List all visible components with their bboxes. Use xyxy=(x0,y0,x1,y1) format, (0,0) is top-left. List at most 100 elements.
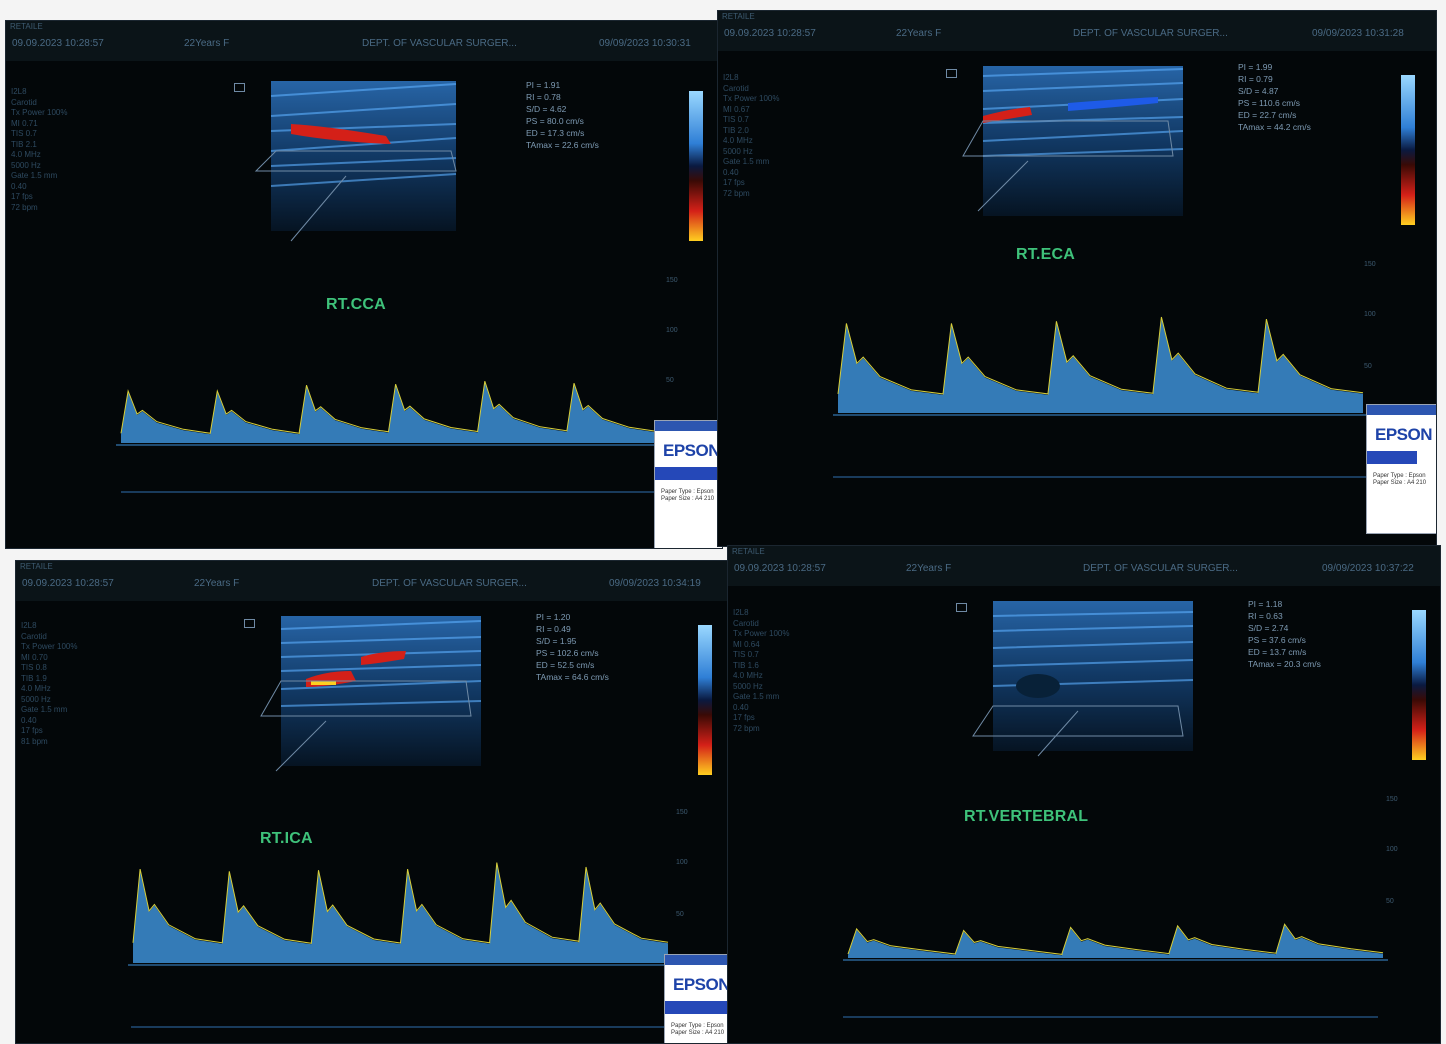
department: DEPT. OF VASCULAR SURGER... xyxy=(362,38,517,49)
time-axis xyxy=(843,1016,1378,1018)
spectral-waveform xyxy=(116,381,661,446)
param-line: 81 bpm xyxy=(21,736,48,746)
param-line: TIS 0.7 xyxy=(11,129,37,138)
measure-pi: PI = 1.20 xyxy=(536,612,571,622)
label-strip xyxy=(655,421,722,431)
epson-paper-label: EPSON Paper Type : Epson Paper Size : A4… xyxy=(1366,404,1436,534)
param-line: 4.0 MHz xyxy=(733,671,763,680)
acquisition-params: I2L8 Carotid Tx Power 100% MI 0.64 TIS 0… xyxy=(733,608,789,734)
measurements: PI = 1.20 RI = 0.49 S/D = 1.95 PS = 102.… xyxy=(536,611,609,683)
measure-pi: PI = 1.91 xyxy=(526,80,561,90)
param-line: Gate 1.5 mm xyxy=(733,692,780,701)
param-line: Gate 1.5 mm xyxy=(21,705,68,714)
color-doppler-image xyxy=(260,616,482,772)
exam-date: 09.09.2023 10:28:57 xyxy=(724,28,816,39)
paper-type: Paper Type : Epson xyxy=(671,1023,724,1029)
patient-age: 22Years F xyxy=(896,28,942,39)
param-line: TIB 2.0 xyxy=(723,125,749,135)
measure-ed: ED = 52.5 cm/s xyxy=(536,660,595,670)
color-doppler-image xyxy=(962,66,1184,216)
param-line: Tx Power 100% xyxy=(11,108,68,117)
param-line: I2L8 xyxy=(11,87,27,96)
param-line: MI 0.71 xyxy=(11,118,38,128)
param-line: I2L8 xyxy=(733,608,749,617)
param-line: 4.0 MHz xyxy=(21,684,51,693)
scale-tick-label: 50 xyxy=(676,911,684,918)
measure-ps: PS = 110.6 cm/s xyxy=(1238,98,1300,108)
scale-tick-label: 150 xyxy=(1386,796,1398,803)
param-line: 4.0 MHz xyxy=(11,150,41,159)
measure-tamax: TAmax = 64.6 cm/s xyxy=(536,672,609,682)
color-doppler-image xyxy=(972,601,1194,757)
measure-ri: RI = 0.78 xyxy=(526,92,561,102)
waveform-envelope xyxy=(120,381,657,434)
vessel-label: RT.ECA xyxy=(1016,246,1075,263)
param-line: 17 fps xyxy=(11,192,33,201)
exam-date: 09.09.2023 10:28:57 xyxy=(22,578,114,589)
measurements: PI = 1.99 RI = 0.79 S/D = 4.87 PS = 110.… xyxy=(1238,61,1311,133)
scale-tick-label: 50 xyxy=(1386,898,1394,905)
measure-ri: RI = 0.79 xyxy=(1238,74,1273,84)
scale-tick-label: 150 xyxy=(1364,261,1376,268)
color-scale-bar xyxy=(689,91,703,241)
scale-tick-label: 150 xyxy=(676,809,688,816)
epson-paper-label: EPSON Paper Type : Epson Paper Size : A4… xyxy=(654,420,722,548)
param-line: 0.40 xyxy=(723,167,739,177)
label-bar xyxy=(655,467,722,480)
scale-tick-label: 100 xyxy=(676,859,688,866)
capture-time: 09/09/2023 10:30:31 xyxy=(599,38,691,49)
param-line: TIB 2.1 xyxy=(11,139,37,149)
header-top-text: RETAILE xyxy=(10,22,43,31)
param-line: 72 bpm xyxy=(723,188,750,198)
ultrasound-panel-ica: RETAILE 09.09.2023 10:28:57 22Years F DE… xyxy=(15,560,733,1044)
capture-time: 09/09/2023 10:37:22 xyxy=(1322,563,1414,574)
exam-date: 09.09.2023 10:28:57 xyxy=(734,563,826,574)
scale-tick-label: 50 xyxy=(666,377,674,384)
panel-header: RETAILE 09.09.2023 10:28:57 22Years F DE… xyxy=(6,21,722,61)
capture-time: 09/09/2023 10:34:19 xyxy=(609,578,701,589)
label-strip xyxy=(665,955,732,965)
acquisition-params: I2L8 Carotid Tx Power 100% MI 0.71 TIS 0… xyxy=(11,87,67,213)
waveform-fill xyxy=(133,863,668,963)
measure-pi: PI = 1.99 xyxy=(1238,62,1273,72)
ultrasound-panel-cca: RETAILE 09.09.2023 10:28:57 22Years F DE… xyxy=(5,20,723,549)
department: DEPT. OF VASCULAR SURGER... xyxy=(372,578,527,589)
param-line: 0.40 xyxy=(733,702,749,712)
color-scale-bar xyxy=(698,625,712,775)
patient-age: 22Years F xyxy=(184,38,230,49)
param-line: 72 bpm xyxy=(733,723,760,733)
paper-info: Paper Type : Epson Paper Size : A4 210 xyxy=(671,1023,724,1037)
epson-paper-label: EPSON Paper Type : Epson Paper Size : A4… xyxy=(664,954,732,1043)
time-axis xyxy=(121,491,656,493)
time-axis xyxy=(131,1026,666,1028)
param-line: Carotid xyxy=(11,97,37,107)
param-line: 5000 Hz xyxy=(11,160,41,170)
measure-ri: RI = 0.63 xyxy=(1248,611,1283,621)
probe-icon xyxy=(234,83,245,92)
param-line: 0.40 xyxy=(21,715,37,725)
time-axis xyxy=(833,476,1368,478)
scale-tick-label: 50 xyxy=(1364,363,1372,370)
measure-ri: RI = 0.49 xyxy=(536,624,571,634)
paper-type: Paper Type : Epson xyxy=(1373,473,1426,479)
acquisition-params: I2L8 Carotid Tx Power 100% MI 0.70 TIS 0… xyxy=(21,621,77,747)
header-top-text: RETAILE xyxy=(20,562,53,571)
label-strip xyxy=(1367,405,1436,415)
department: DEPT. OF VASCULAR SURGER... xyxy=(1083,563,1238,574)
spectral-waveform xyxy=(843,923,1388,961)
color-scale-bar xyxy=(1412,610,1426,760)
param-line: TIS 0.7 xyxy=(733,650,759,659)
epson-logo: EPSON xyxy=(1375,425,1433,444)
spectral-waveform xyxy=(833,316,1368,416)
paper-size: Paper Size : A4 210 xyxy=(671,1030,725,1036)
param-line: I2L8 xyxy=(723,73,739,82)
param-line: TIS 0.7 xyxy=(723,115,749,124)
measure-sd: S/D = 2.74 xyxy=(1248,623,1289,633)
param-line: Carotid xyxy=(723,83,749,93)
param-line: TIS 0.8 xyxy=(21,663,47,672)
paper-info: Paper Type : Epson Paper Size : A4 210 xyxy=(1373,473,1426,487)
param-line: 5000 Hz xyxy=(21,694,51,704)
param-line: MI 0.64 xyxy=(733,639,760,649)
paper-size: Paper Size : A4 210 xyxy=(661,496,715,502)
header-top-text: RETAILE xyxy=(732,547,765,556)
